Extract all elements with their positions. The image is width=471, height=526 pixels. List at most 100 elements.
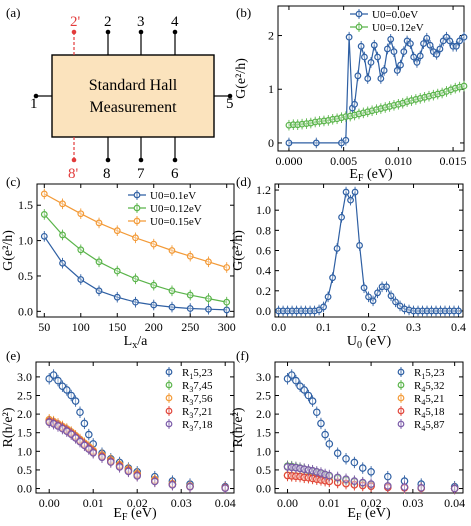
data-point: [77, 210, 85, 218]
data-point: [168, 481, 177, 489]
x-tick-label: 0.01: [319, 496, 340, 510]
chart-panel-1: (b) 0.000 0.005 0.010 0.015 0 1 2 EF (eV) G(e²/h)…: [234, 5, 468, 184]
data-point: [308, 397, 317, 405]
data-point: [367, 467, 375, 476]
y-tick-label: 0: [268, 136, 274, 150]
terminal-8p-label: 8': [68, 166, 79, 182]
legend-label: R15,23: [182, 367, 213, 381]
x-tick-label: 0.02: [127, 496, 148, 510]
data-point: [132, 234, 139, 242]
data-point: [358, 464, 367, 472]
x-tick-label: 0.010: [385, 154, 412, 168]
data-point: [406, 40, 414, 47]
data-point: [292, 376, 300, 385]
legend-label-main: R: [414, 419, 422, 431]
data-point: [387, 292, 395, 300]
x-axis-label-main: U: [347, 334, 357, 349]
terminal-7-label: 7: [137, 166, 145, 182]
x-axis-label: EF (eV): [347, 506, 391, 523]
data-point: [345, 33, 353, 41]
data-point: [450, 484, 459, 493]
data-point: [333, 473, 342, 482]
x-tick-label: 100: [72, 320, 90, 334]
legend-label-main: R: [182, 419, 190, 431]
data-point: [329, 274, 336, 282]
data-point: [320, 303, 327, 311]
data-point: [410, 53, 418, 61]
data-point: [426, 41, 434, 49]
legend-label-sub: 4: [421, 385, 425, 394]
x-axis-label: U0 (eV): [347, 334, 392, 351]
data-point: [367, 480, 375, 488]
x-tick-label: 300: [218, 320, 236, 334]
data-point: [124, 467, 133, 476]
data-point: [80, 419, 89, 428]
chart-panel-3: (d) 0.0 0.1 0.2 0.3 0.4 0.0 0.2 0.4 0.6 0.8 1.0 1.2 U…: [231, 174, 466, 351]
data-point: [392, 298, 399, 306]
x-tick-label: 0.1: [316, 320, 331, 334]
data-point: [77, 276, 85, 283]
data-point: [223, 298, 231, 306]
data-point: [360, 284, 368, 292]
y-tick-label: 3.0: [17, 370, 32, 384]
data-point: [63, 386, 71, 394]
y-axis-label: G(e²/h): [1, 230, 16, 271]
y-tick-label: 1.0: [18, 234, 33, 248]
legend-label: R45,32: [414, 380, 445, 394]
x-axis-label-sub: F: [356, 512, 362, 523]
data-point: [113, 293, 121, 301]
y-tick-label: 0.0: [256, 482, 271, 496]
data-point: [285, 139, 293, 147]
legend-label-sub: 3: [189, 411, 193, 420]
legend-label: R15,23: [414, 367, 445, 381]
x-axis-label-sub: x: [132, 340, 137, 351]
data-point: [347, 196, 354, 204]
data-point: [423, 34, 431, 42]
plot-frame: [35, 361, 235, 494]
y-tick-label: 2: [268, 29, 274, 43]
data-point: [168, 303, 176, 311]
data-point: [367, 58, 375, 66]
data-point: [455, 307, 462, 315]
data-point: [342, 454, 350, 463]
data-point: [186, 482, 194, 491]
x-tick-label: 0.03: [402, 496, 423, 510]
data-point: [150, 240, 158, 248]
legend-label: U0=0.12eV: [372, 22, 424, 34]
terminal-4-label: 4: [171, 14, 179, 30]
data-point: [377, 75, 385, 82]
x-tick-label: 0.0: [271, 320, 286, 334]
legend-label-rest: 5,23: [425, 367, 445, 379]
legend-label-rest: 7,21: [193, 406, 212, 418]
panel-label-1: (b): [236, 5, 251, 20]
x-tick-label: 0.2: [361, 320, 376, 334]
legend-label: U0=0.12eV: [150, 203, 202, 215]
data-point: [40, 232, 48, 240]
terminal-6-dot: [172, 157, 178, 163]
x-tick-label: 50: [38, 320, 50, 334]
terminal-5-label: 5: [226, 96, 234, 112]
data-point: [365, 293, 372, 301]
panel-label-5: (f): [236, 348, 249, 363]
legend-label: U0=0.0eV: [372, 9, 418, 21]
x-axis-label-rest: (eV): [362, 506, 391, 521]
x-tick-label: 0.00: [39, 496, 60, 510]
legend-label-rest: 7,56: [193, 393, 213, 405]
data-point: [312, 408, 321, 417]
legend-label-sub: 4: [421, 424, 425, 433]
x-tick-label: 0.02: [361, 496, 382, 510]
series-0: U0=0.0eV: [285, 9, 468, 149]
legend-label-rest: 5,32: [425, 380, 444, 392]
legend-label-main: R: [182, 393, 190, 405]
data-point: [387, 35, 395, 43]
y-tick-label: 1.5: [256, 426, 271, 440]
data-point: [71, 397, 80, 405]
legend-label-main: R: [182, 406, 190, 418]
series-0: U0=0.1eV: [40, 190, 231, 316]
legend-label-rest: 5,18: [425, 406, 445, 418]
y-tick-label: 1: [268, 82, 274, 96]
x-axis-label-main: E: [113, 506, 122, 521]
legend-label: R45,87: [414, 419, 445, 433]
y-tick-label: 1.5: [18, 198, 33, 212]
y-tick-label: 0.0: [18, 304, 33, 318]
